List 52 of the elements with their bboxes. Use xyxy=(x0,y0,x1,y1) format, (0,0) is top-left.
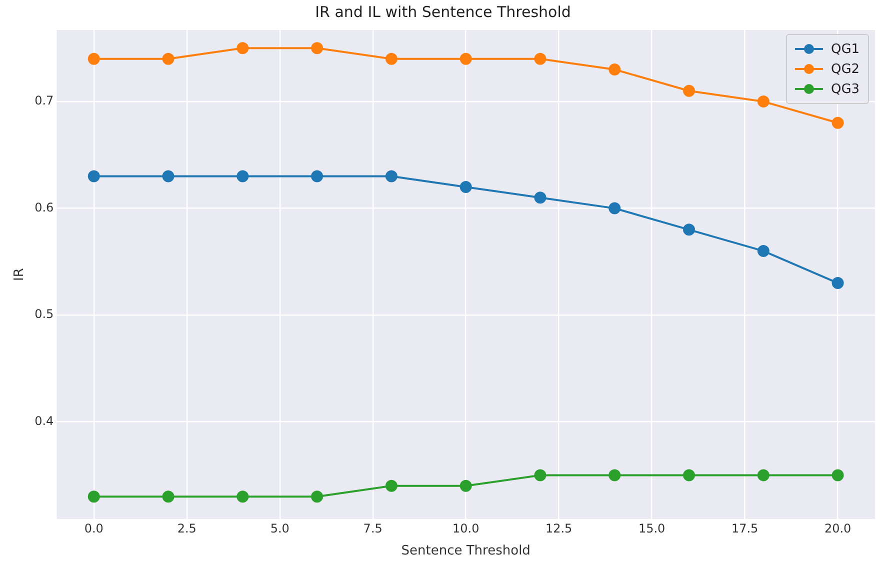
point xyxy=(757,245,770,258)
x-axis-title: Sentence Threshold xyxy=(401,544,530,559)
point xyxy=(88,52,100,65)
point xyxy=(385,480,398,492)
x-tick-label: 0.0 xyxy=(84,521,104,536)
point xyxy=(311,42,324,54)
x-tick-label: 15.0 xyxy=(638,521,666,536)
point xyxy=(608,202,621,214)
point xyxy=(534,192,546,204)
point xyxy=(236,490,249,503)
point xyxy=(460,480,472,492)
point xyxy=(385,52,398,65)
x-tick-label: 20.0 xyxy=(824,521,852,536)
point xyxy=(683,469,696,482)
point xyxy=(88,170,100,182)
point xyxy=(236,170,249,182)
point xyxy=(534,469,546,482)
point xyxy=(162,52,174,65)
point xyxy=(832,116,844,129)
legend-label: QG1 xyxy=(831,42,860,56)
point xyxy=(757,469,770,482)
point xyxy=(88,490,100,503)
point xyxy=(832,277,844,290)
y-tick-label: 0.4 xyxy=(34,414,54,428)
legend-label: QG2 xyxy=(831,62,860,76)
point xyxy=(162,170,174,182)
y-tick-label: 0.5 xyxy=(34,307,54,322)
point xyxy=(534,52,546,65)
x-tick-label: 12.5 xyxy=(545,521,572,536)
chart-title: IR and IL with Sentence Threshold xyxy=(315,2,571,21)
point xyxy=(236,42,249,54)
point xyxy=(385,170,398,182)
y-tick-label: 0.6 xyxy=(34,200,54,214)
y-tick-label: 0.7 xyxy=(34,94,54,108)
point xyxy=(683,84,696,97)
x-tick-label: 5.0 xyxy=(270,521,290,536)
x-tick-label: 10.0 xyxy=(452,521,480,536)
point xyxy=(683,224,696,236)
legend-label: QG3 xyxy=(831,82,860,96)
x-tick-label: 2.5 xyxy=(177,521,196,536)
x-tick-label: 7.5 xyxy=(363,521,382,536)
point xyxy=(460,52,472,65)
y-axis-title: IR xyxy=(12,268,28,281)
point xyxy=(608,469,621,482)
point xyxy=(311,490,324,503)
x-tick-label: 17.5 xyxy=(731,521,758,536)
point xyxy=(162,490,174,503)
point xyxy=(460,180,472,193)
point xyxy=(608,64,621,76)
point xyxy=(757,96,770,108)
point xyxy=(832,469,844,482)
point xyxy=(311,170,324,182)
